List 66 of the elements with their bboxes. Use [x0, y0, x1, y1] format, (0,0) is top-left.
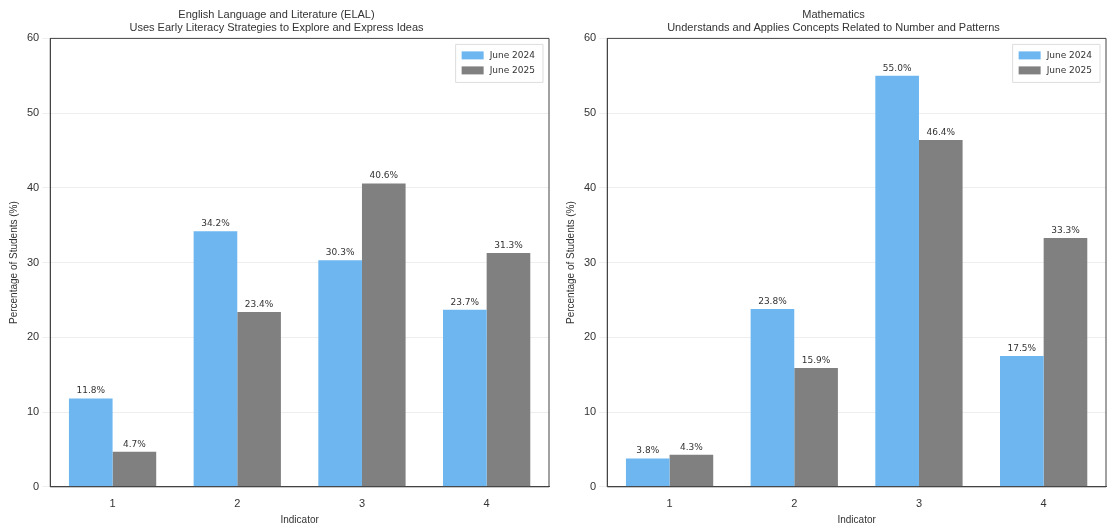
bar: [193, 231, 238, 487]
y-tick-label: 20: [26, 330, 40, 343]
bar: [486, 252, 531, 487]
x-tick-label: 1: [666, 497, 673, 510]
x-tick-label: 1: [109, 497, 116, 510]
data-label: 11.8%: [76, 385, 106, 396]
data-label: 31.3%: [494, 239, 524, 250]
data-label: 23.8%: [758, 295, 788, 306]
legend-label: June 2025: [488, 65, 536, 76]
bar: [794, 367, 838, 487]
y-tick-label: 10: [583, 405, 597, 418]
data-label: 55.0%: [882, 62, 912, 73]
legend-label: June 2024: [1045, 50, 1093, 61]
bar: [669, 454, 714, 487]
y-tick-label: 60: [26, 31, 40, 44]
bar: [361, 183, 406, 487]
bar: [237, 311, 281, 487]
y-tick-label: 30: [583, 255, 597, 268]
data-label: 15.9%: [801, 354, 831, 365]
data-label: 46.4%: [926, 126, 956, 137]
y-axis-title: Percentage of Students (%): [7, 201, 19, 325]
data-label: 4.7%: [122, 438, 147, 449]
y-tick-label: 60: [583, 31, 597, 44]
y-axis-title: Percentage of Students (%): [564, 201, 576, 325]
chart-title: English Language and Literature (ELAL): [178, 7, 375, 20]
data-label: 3.8%: [636, 445, 660, 456]
y-tick-label: 40: [583, 180, 597, 193]
data-label: 4.3%: [679, 441, 704, 452]
bar: [1043, 237, 1088, 487]
x-axis-title: Indicator: [280, 513, 320, 525]
bar: [1000, 356, 1044, 487]
y-tick-label: 20: [583, 330, 597, 343]
y-tick-label: 0: [33, 479, 40, 492]
y-tick-label: 10: [26, 405, 40, 418]
data-label: 23.4%: [244, 298, 274, 309]
x-tick-label: 2: [791, 497, 798, 510]
bar: [875, 75, 919, 487]
x-tick-label: 4: [483, 497, 490, 510]
x-axis-title: Indicator: [837, 513, 877, 525]
data-label: 30.3%: [325, 247, 355, 258]
x-tick-label: 3: [358, 497, 366, 510]
data-label: 40.6%: [369, 170, 399, 181]
x-tick-label: 3: [915, 497, 923, 510]
chart-subtitle: Understands and Applies Concepts Related to Number and Patterns: [667, 20, 1001, 33]
legend-label: June 2025: [1045, 65, 1093, 76]
bar: [68, 398, 113, 487]
bar: [750, 308, 795, 487]
y-tick-label: 50: [26, 106, 40, 119]
bar: [625, 458, 670, 487]
legend-label: June 2024: [488, 50, 536, 61]
data-label: 17.5%: [1007, 342, 1037, 353]
bar: [318, 260, 362, 487]
data-label: 34.2%: [201, 218, 231, 229]
chart-title: Mathematics: [802, 7, 866, 20]
x-tick-label: 2: [234, 497, 241, 510]
y-tick-label: 50: [583, 106, 597, 119]
bar: [918, 140, 963, 487]
x-tick-label: 4: [1040, 497, 1047, 510]
data-label: 33.3%: [1051, 224, 1081, 235]
data-label: 23.7%: [450, 296, 480, 307]
chart-subtitle: Uses Early Literacy Strategies to Explore and Express Ideas: [129, 20, 425, 33]
bar: [112, 451, 157, 487]
y-tick-label: 40: [26, 180, 40, 193]
y-tick-label: 0: [590, 479, 597, 492]
bar: [443, 309, 487, 487]
y-tick-label: 30: [26, 255, 40, 268]
